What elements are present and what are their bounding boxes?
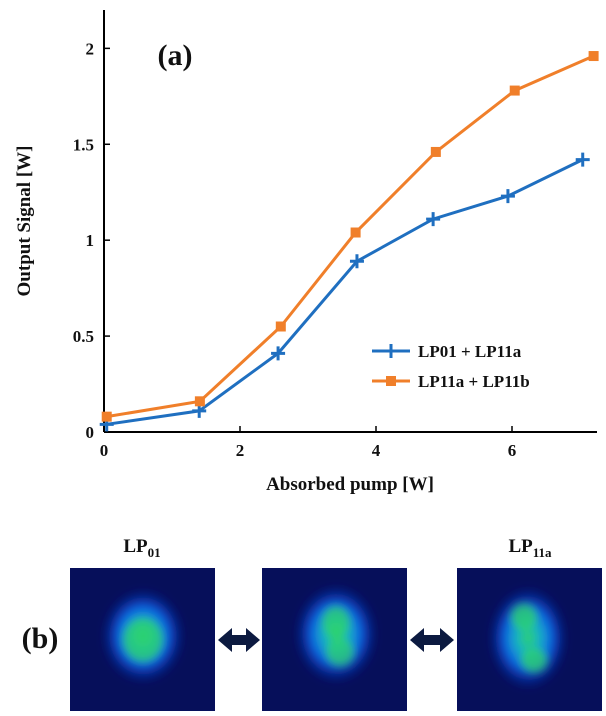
y-tick-label: 1.5 [73, 135, 94, 154]
mode-sub: 11a [533, 545, 552, 560]
marker [509, 85, 520, 96]
y-tick-label: 0.5 [73, 327, 94, 346]
panel-label: (a) [158, 39, 193, 72]
mode-image [457, 568, 602, 711]
marker [430, 146, 441, 157]
marker [194, 396, 205, 407]
legend-marker [386, 376, 396, 386]
marker [500, 189, 515, 204]
marker [101, 411, 112, 422]
mode-label: LP11a [508, 536, 552, 560]
x-tick-label: 6 [508, 441, 517, 460]
legend-label: LP01 + LP11a [418, 342, 522, 361]
panel-label: (b) [22, 622, 59, 655]
marker [275, 321, 286, 332]
mode-base: LP [123, 536, 148, 557]
mode-image [70, 568, 215, 711]
x-axis-label: Absorbed pump [W] [266, 474, 434, 495]
y-tick-label: 0 [86, 423, 95, 442]
plot: 0 0.5 1 1.5 2 0 2 4 6 LP01 + LP11a LP11a + LP11b [73, 10, 599, 460]
double-arrow [218, 628, 260, 652]
marker [349, 254, 364, 269]
y-tick-label: 1 [86, 231, 95, 250]
double-arrow [410, 628, 454, 652]
marker [575, 152, 590, 167]
marker [588, 51, 599, 62]
mode-image [262, 568, 407, 711]
y-tick-label: 2 [86, 39, 95, 58]
marker [271, 346, 286, 361]
mode-label: LP01 [123, 536, 160, 560]
x-tick-label: 4 [372, 441, 381, 460]
mode-base: LP [508, 536, 533, 557]
y-axis-label: Output Signal [W] [14, 146, 35, 297]
marker [350, 227, 361, 238]
marker [426, 212, 441, 227]
mode-sub: 01 [148, 545, 161, 560]
legend-label: LP11a + LP11b [418, 372, 530, 391]
series-line [106, 54, 595, 419]
x-tick-label: 2 [236, 441, 245, 460]
x-tick-label: 0 [100, 441, 109, 460]
legend-marker [384, 344, 398, 358]
